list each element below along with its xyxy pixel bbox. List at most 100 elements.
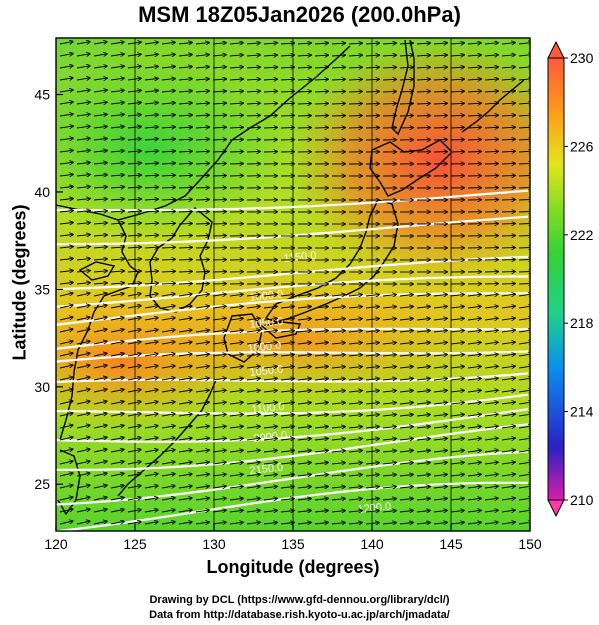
wind-arrow <box>161 390 175 392</box>
wind-arrow <box>178 294 192 296</box>
wind-arrow <box>331 475 345 476</box>
wind-arrow <box>93 199 107 200</box>
wind-arrow <box>178 462 192 464</box>
wind-arrow <box>331 427 345 428</box>
wind-arrow <box>127 187 141 188</box>
wind-arrow <box>365 427 379 428</box>
wind-arrow <box>144 151 158 152</box>
wind-arrow <box>297 415 311 417</box>
wind-arrow <box>59 305 73 309</box>
wind-arrow <box>229 91 243 92</box>
wind-arrow <box>280 463 294 465</box>
wind-arrow <box>314 403 328 405</box>
wind-arrow <box>195 402 209 404</box>
wind-arrow <box>110 402 124 405</box>
wind-arrow <box>365 415 379 416</box>
wind-arrow <box>161 306 175 308</box>
wind-arrow <box>229 103 243 104</box>
wind-arrow <box>195 390 209 392</box>
y-tick-label: 45 <box>34 87 50 103</box>
wind-arrow <box>144 283 158 284</box>
wind-arrow <box>144 510 158 512</box>
wind-arrow <box>399 355 413 357</box>
wind-arrow <box>144 438 158 440</box>
wind-arrow <box>416 415 430 417</box>
wind-arrow <box>195 43 209 44</box>
wind-arrow <box>416 128 430 129</box>
wind-arrow <box>93 126 107 128</box>
wind-arrow <box>127 510 141 512</box>
wind-arrow <box>416 367 430 369</box>
wind-arrow <box>399 499 413 501</box>
wind-arrow <box>229 79 243 80</box>
wind-arrow <box>161 67 175 69</box>
wind-arrow <box>59 223 73 225</box>
wind-arrow <box>144 330 158 332</box>
wind-arrow <box>382 103 396 104</box>
wind-arrow <box>59 449 73 453</box>
wind-arrow <box>263 414 277 416</box>
wind-arrow <box>59 353 73 357</box>
wind-arrow <box>501 462 515 464</box>
wind-arrow <box>246 152 260 153</box>
wind-arrow <box>144 211 158 212</box>
wind-arrow <box>246 306 260 308</box>
wind-arrow <box>161 498 175 500</box>
wind-arrow <box>59 389 73 393</box>
wind-arrow <box>382 307 396 308</box>
wind-arrow <box>399 475 413 477</box>
wind-arrow <box>314 511 328 513</box>
wind-arrow <box>110 390 124 393</box>
wind-arrow <box>416 451 430 453</box>
wind-arrow <box>467 115 481 116</box>
wind-arrow <box>212 342 226 344</box>
wind-arrow <box>93 377 107 381</box>
wind-arrow <box>484 79 498 80</box>
wind-arrow <box>110 306 124 309</box>
wind-arrow <box>229 510 243 512</box>
wind-arrow <box>110 54 124 56</box>
wind-arrow <box>178 235 192 236</box>
wind-arrow <box>382 55 396 56</box>
wind-arrow <box>416 55 430 56</box>
wind-arrow <box>178 318 192 320</box>
wind-arrow <box>178 510 192 512</box>
wind-arrow <box>161 175 175 176</box>
wind-arrow <box>314 79 328 80</box>
wind-arrow <box>127 294 141 296</box>
wind-arrow <box>501 402 515 404</box>
wind-arrow <box>416 43 430 44</box>
wind-arrow <box>93 497 107 501</box>
wind-arrow <box>144 187 158 188</box>
wind-arrow <box>280 307 294 309</box>
wind-arrow <box>280 55 294 56</box>
wind-arrow <box>59 102 73 104</box>
wind-arrow <box>212 498 226 500</box>
wind-arrow <box>178 366 192 368</box>
wind-arrow <box>127 139 141 140</box>
wind-arrow <box>59 401 73 405</box>
wind-arrow <box>195 103 209 104</box>
wind-arrow <box>161 342 175 344</box>
wind-arrow <box>93 247 107 248</box>
wind-arrow <box>110 187 124 188</box>
wind-arrow <box>195 79 209 80</box>
wind-arrow <box>161 378 175 380</box>
wind-arrow <box>110 318 124 321</box>
height-contour-line <box>56 423 529 471</box>
wind-arrow <box>144 498 158 500</box>
wind-arrow <box>195 378 209 380</box>
wind-arrow <box>348 391 362 392</box>
wind-arrow <box>399 511 413 513</box>
wind-arrow <box>433 450 447 452</box>
wind-arrow <box>263 522 277 524</box>
wind-arrow <box>297 79 311 80</box>
wind-arrow <box>76 437 90 441</box>
wind-arrow <box>76 449 90 453</box>
wind-arrow <box>365 343 379 344</box>
wind-arrow <box>331 67 345 68</box>
wind-arrow <box>484 366 498 368</box>
wind-arrow <box>433 390 447 392</box>
wind-arrow <box>399 487 413 489</box>
wind-arrow <box>416 511 430 513</box>
